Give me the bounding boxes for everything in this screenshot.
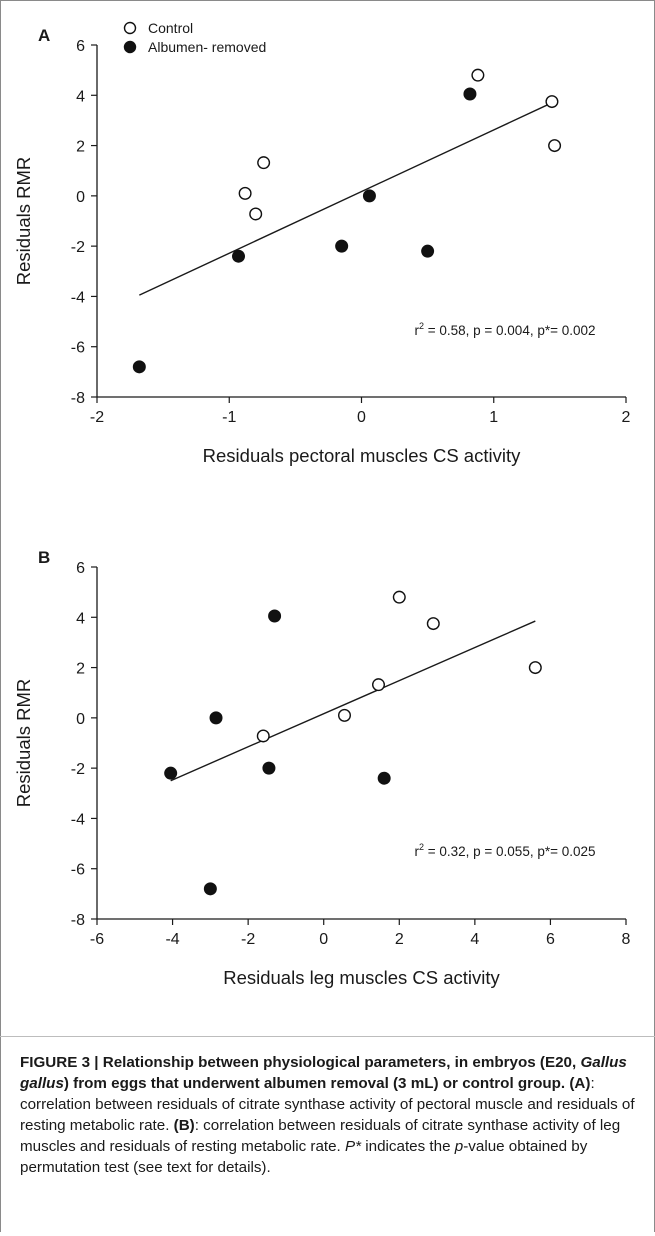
panel-a-x-tick-label: 0 <box>357 409 366 426</box>
caption-species: Gallus gallus <box>20 1054 627 1092</box>
caption-text-b: : correlation between residuals of citra… <box>20 1117 621 1155</box>
panel-a-label: A <box>38 26 50 45</box>
figure-caption: FIGURE 3 | Relationship between physiolo… <box>20 1052 645 1178</box>
panel-a-y-tick-label: 0 <box>76 189 85 206</box>
panel-b-x-tick-label: -4 <box>165 931 179 948</box>
panel-b-x-tick-label: -2 <box>241 931 255 948</box>
panel-b-y-tick-label: -4 <box>71 811 85 828</box>
panel-a-x-tick-label: 1 <box>489 409 498 426</box>
panel-b-regression-line <box>170 620 536 782</box>
legend-label-control: Control <box>148 20 193 36</box>
panel-a-point-control <box>545 95 559 109</box>
panel-a-x-tick-label: 2 <box>622 409 631 426</box>
panel-a-point-control <box>238 186 252 200</box>
panel-b-label: B <box>38 548 50 567</box>
panel-b-x-axis-label: Residuals leg muscles CS activity <box>223 967 500 988</box>
legend-marker-albumen-removed <box>123 40 137 54</box>
panel-b-point-control <box>337 708 351 722</box>
panel-b-chart: -8 -6 -4 -2 0 2 4 6 -6 -4 -2 0 2 4 6 8 B Residuals leg mu… <box>13 548 631 988</box>
panel-b-y-axis-label: Residuals RMR <box>13 679 34 808</box>
panel-b-point-control <box>392 590 406 604</box>
panel-b-point-control <box>528 661 542 675</box>
panel-b-point-albumen-removed <box>268 609 282 623</box>
panel-b-y-tick-label: 4 <box>76 610 85 627</box>
panel-a-point-albumen-removed <box>335 239 349 253</box>
panel-a-regression-line <box>139 100 555 296</box>
caption-text-a: : correlation between residuals of citra… <box>20 1075 635 1134</box>
panel-b-x-tick-label: 4 <box>470 931 479 948</box>
panel-b-point-albumen-removed <box>377 771 391 785</box>
panel-a-y-tick-label: -6 <box>71 340 85 357</box>
panel-b-y-tick-label: 0 <box>76 711 85 728</box>
panel-a-point-albumen-removed <box>463 87 477 101</box>
panel-b-y-tick-label: -8 <box>71 912 85 929</box>
caption-pvalue-italic: p <box>454 1138 464 1155</box>
panel-b-x-tick-label: 2 <box>395 931 404 948</box>
caption-text-c: indicates the <box>361 1138 455 1155</box>
caption-label: FIGURE 3 | Relationship between physiolo… <box>20 1054 581 1071</box>
panel-b-y-tick-label: 2 <box>76 661 85 678</box>
caption-label-rest: ) from eggs that underwent albumen remov… <box>63 1075 566 1092</box>
panel-a-point-albumen-removed <box>362 189 376 203</box>
panel-a-point-control <box>548 139 562 153</box>
figure-svg: -8 -6 -4 -2 0 2 4 6 -2 -1 0 1 2 A Residuals pectoral m… <box>13 20 631 988</box>
caption-text-d: -value obtained by permutation test (see… <box>20 1138 588 1176</box>
panel-b-y-tick-label: 6 <box>76 560 85 577</box>
panel-a-y-tick-label: 4 <box>76 88 85 105</box>
panel-a-chart: -8 -6 -4 -2 0 2 4 6 -2 -1 0 1 2 A Residuals pectoral m… <box>13 20 631 466</box>
panel-b-y-tick-label: -6 <box>71 862 85 879</box>
caption-ref-b: (B) <box>173 1117 195 1134</box>
panel-b-x-tick-label: -6 <box>90 931 104 948</box>
panel-a-y-axis-label: Residuals RMR <box>13 157 34 286</box>
figure-frame-top <box>0 0 655 1</box>
legend-marker-control <box>123 21 137 35</box>
caption-ref-a: (A) <box>565 1075 591 1092</box>
panel-a-x-tick-label: -1 <box>222 409 236 426</box>
panel-b-y-tick-label: -2 <box>71 761 85 778</box>
panel-b-point-control <box>372 678 386 692</box>
caption-divider <box>0 1036 655 1037</box>
panel-b-x-tick-label: 8 <box>622 931 631 948</box>
panel-a-point-control <box>249 207 263 221</box>
panel-a-point-albumen-removed <box>132 360 146 374</box>
legend-label-albumen-removed: Albumen- removed <box>148 39 266 55</box>
panel-a-y-tick-label: -4 <box>71 289 85 306</box>
panel-a-point-albumen-removed <box>421 244 435 258</box>
caption-pstar: P* <box>345 1138 362 1155</box>
panel-a-y-tick-label: -8 <box>71 390 85 407</box>
panel-a-y-tick-label: -2 <box>71 239 85 256</box>
panel-b-x-tick-label: 0 <box>319 931 328 948</box>
panel-b-point-albumen-removed <box>203 882 217 896</box>
panel-a-point-control <box>471 68 485 82</box>
panel-a-y-tick-label: 6 <box>76 38 85 55</box>
panel-a-x-tick-label: -2 <box>90 409 104 426</box>
panel-b-point-albumen-removed <box>164 766 178 780</box>
panel-a-x-axis-label: Residuals pectoral muscles CS activity <box>203 445 521 466</box>
panel-a-point-albumen-removed <box>232 249 246 263</box>
panel-a-stats-annotation: r2 = 0.58, p = 0.004, p*= 0.002 <box>414 321 595 338</box>
panel-b-stats-annotation: r2 = 0.32, p = 0.055, p*= 0.025 <box>414 842 595 859</box>
panel-b-point-albumen-removed <box>262 761 276 775</box>
panel-b-point-albumen-removed <box>209 711 223 725</box>
panel-b-x-tick-label: 6 <box>546 931 555 948</box>
panel-b-point-control <box>256 729 270 743</box>
panel-a-point-control <box>257 156 271 170</box>
panel-a-y-tick-label: 2 <box>76 139 85 156</box>
panel-b-point-control <box>426 617 440 631</box>
figure-frame-left <box>0 0 1 1232</box>
